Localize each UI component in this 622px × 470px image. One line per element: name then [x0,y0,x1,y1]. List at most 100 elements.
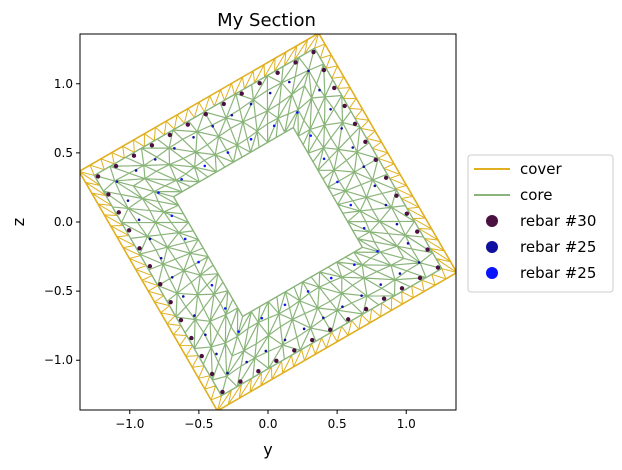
rebar-25-point [341,305,344,309]
rebar-30-point [415,229,420,234]
x-tick-label: −0.5 [184,417,213,431]
rebar-30-point [238,379,243,384]
rebar-25-point [249,102,253,106]
x-axis: −1.0 −0.5 0.0 0.5 1.0 [115,410,416,431]
rebar-25-point [340,127,343,130]
rebar-25b-point [329,276,333,280]
rebar-25-point [268,91,272,95]
rebar-30-point [363,139,368,145]
rebar-30-point [383,175,389,180]
x-axis-title: y [263,440,272,459]
rebar-25-point [351,146,355,149]
rebar-25-point [211,124,215,128]
rebar-25-point [307,69,310,73]
y-axis: −1.0 −0.5 0.0 0.5 1.0 [44,77,80,367]
rebar-25b-point [203,164,207,168]
rebar-25b-point-group [157,111,379,333]
rebar-30-point [274,358,279,364]
rebar-25-point [302,327,306,331]
rebar-25b-point [349,203,353,207]
rebar-25-point [226,371,229,375]
rebar-30-point [167,132,173,138]
rebar-30-point [158,282,163,287]
rebar-30-point [149,143,155,148]
rebar-25-point [329,107,332,111]
legend-label: cover [520,160,563,178]
rebar-30-point [293,60,298,65]
core-mesh-lines [93,47,443,397]
x-tick-label: 1.0 [397,417,416,431]
rebar-30-point [239,91,244,96]
rebar-25-point [134,169,138,172]
rebar-25-point [288,80,291,84]
rebar-30-point [363,306,369,312]
rebar-25-point [192,135,195,139]
hole-outline [172,126,364,318]
rebar-30-point [332,85,337,91]
rebar-25b-point [322,157,326,161]
y-tick-label: −1.0 [44,353,73,367]
rebar-25b-point [237,330,240,333]
rebar-25b-point [306,290,310,293]
rebar-30-point [209,371,215,377]
rebar-25b-point [226,151,230,154]
rebar-30-point [292,348,297,353]
rebar-30-point [394,193,399,198]
rebar-25b-point [197,260,200,264]
rebar-30-point [373,157,378,162]
rebar-30-point [425,247,430,252]
rebar-30-point [106,192,111,197]
rebar-30-point [185,122,191,127]
rebar-25-point [193,314,196,317]
rebar-25-point [245,360,248,364]
rebar-25b-point [260,316,264,320]
rebar-25b-point [170,214,174,218]
rebar-25-point [170,275,174,279]
rebar-30-point [137,246,142,251]
rebar-25b-point [336,180,339,184]
rebar-25-point [159,256,163,260]
cover-mesh-lines [80,34,456,410]
rebar-30-point [147,264,153,269]
rebar-25b-point [157,191,160,194]
rebar-30-point [221,101,226,107]
rebar-25-point [360,294,363,297]
rebar-30-point [199,353,204,359]
rebar-25-point [373,184,377,188]
legend-box [467,154,614,293]
rebar-25-point [398,272,402,275]
rebar-30-point [321,67,327,73]
legend: cover core rebar #30 rebar #25 rebar #25 [467,154,614,293]
rebar-25-point [384,203,388,207]
rebar-30-point [131,153,137,158]
rebar-25-point [379,283,383,286]
rebar-30-point [203,112,208,117]
rebar-30-point [126,228,132,233]
rebar-25b-point [296,111,299,114]
x-tick-label: 0.0 [258,417,277,431]
rebar-25-point [181,295,185,298]
rebar-25b-point [283,303,287,307]
cover-outline [80,34,456,410]
rebar-25-point [115,180,119,183]
rebar-25-point [137,218,141,222]
rebar-25-point [406,242,410,245]
rebar-30-point [345,317,351,322]
rebar-25-point [126,199,130,202]
legend-label: rebar #30 [520,212,596,230]
legend-swatch [486,241,498,253]
chart-title: My Section [217,10,316,31]
rebar-30-point [220,389,225,395]
core-outline [93,47,443,397]
y-tick-label: 1.0 [54,77,73,91]
rebar-25-point [153,158,157,161]
rebar-25b-point [223,307,227,310]
rebar-25-point [283,338,287,342]
rebar-25-point [395,222,399,226]
rebar-25-point [230,113,234,117]
rebar-25b-point [272,124,276,128]
y-tick-label: 0.0 [54,215,73,229]
y-axis-title: z [9,218,28,226]
rebar-25-point [215,352,218,356]
